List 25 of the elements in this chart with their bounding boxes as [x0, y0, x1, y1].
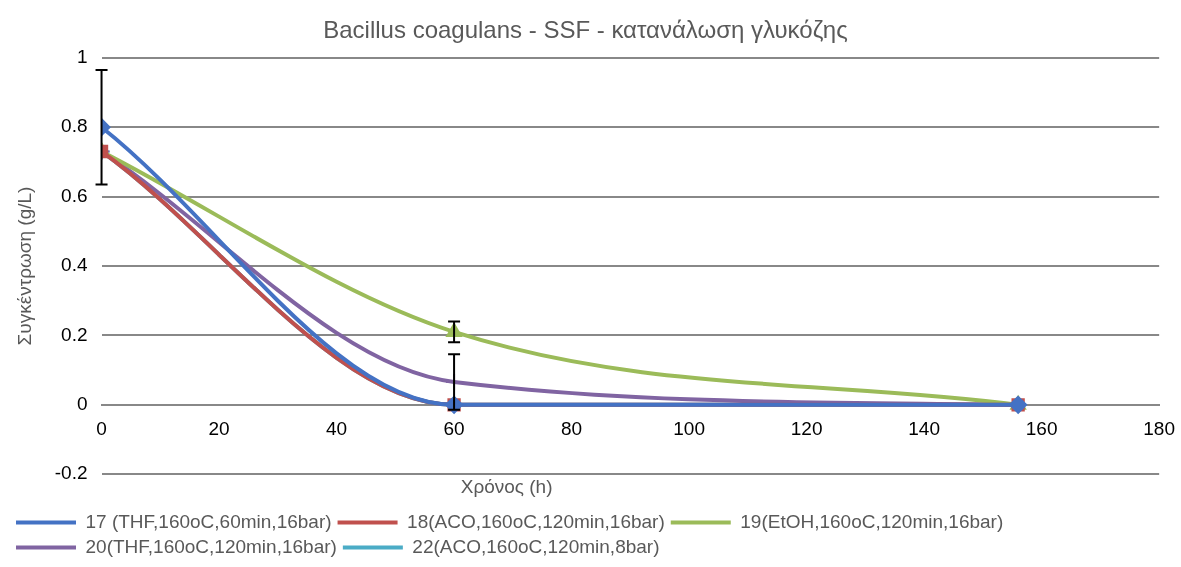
- x-tick-label: 100: [673, 418, 705, 440]
- x-tick-label: 60: [443, 418, 465, 440]
- chart-title: Bacillus coagulans - SSF - κατανάλωση γλυκόζης: [323, 16, 848, 44]
- y-tick-label: 0: [76, 393, 88, 415]
- x-tick-label: 20: [208, 418, 230, 440]
- y-tick-label: 0.4: [61, 254, 88, 276]
- y-tick-label: 0.8: [61, 115, 88, 137]
- x-tick-label: 120: [790, 418, 823, 440]
- x-tick-label: 160: [1025, 418, 1058, 440]
- x-tick-label: 180: [1143, 418, 1175, 440]
- x-tick-label: 140: [908, 418, 940, 440]
- y-tick-label: 0.6: [61, 184, 88, 206]
- legend-label: 17 (THF,160oC,60min,16bar): [85, 510, 332, 532]
- x-axis-title: Χρόνος (h): [460, 475, 553, 497]
- x-tick-label: 80: [561, 418, 583, 440]
- x-tick-label: 0: [96, 418, 107, 440]
- y-axis-title: Συγκέντρωση (g/L): [13, 186, 35, 346]
- y-tick-label: 0.2: [61, 323, 88, 345]
- x-tick-label: 40: [325, 418, 348, 440]
- legend-label: 22(ACO,160oC,120min,8bar): [412, 535, 660, 557]
- legend-label: 20(THF,160oC,120min,16bar): [85, 535, 337, 557]
- legend-label: 19(EtOH,160oC,120min,16bar): [740, 510, 1004, 532]
- y-tick-label: 1: [76, 46, 88, 68]
- y-tick-label: -0.2: [54, 462, 88, 484]
- legend-label: 18(ACO,160oC,120min,16bar): [407, 510, 665, 532]
